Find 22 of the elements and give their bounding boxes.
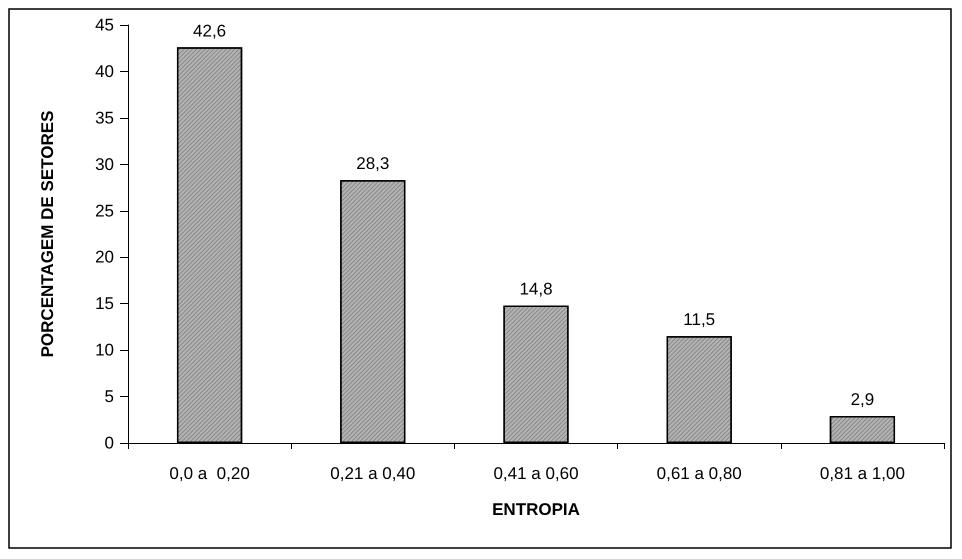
x-tick-label: 0,0 a 0,20 [169, 464, 250, 483]
y-tick-label: 20 [95, 248, 114, 267]
y-tick-label: 30 [95, 154, 114, 174]
data-label: 42,6 [193, 21, 226, 40]
y-tick-label: 25 [95, 201, 114, 220]
y-tick-label: 10 [95, 340, 114, 360]
y-tick-label: 0 [104, 434, 114, 452]
y-tick-label: 40 [95, 62, 114, 81]
y-tick-label: 45 [95, 16, 114, 34]
data-label: 14,8 [519, 280, 553, 299]
x-axis-title: ENTROPIA [492, 500, 580, 519]
data-label: 11,5 [683, 310, 716, 330]
data-label: 2,9 [850, 390, 874, 410]
y-axis-title: PORCENTAGEM DE SETORES [38, 110, 57, 358]
x-tick-label: 0,41 a 0,60 [493, 464, 579, 483]
y-tick-label: 5 [104, 387, 114, 406]
y-tick-label: 15 [95, 294, 114, 314]
data-label: 28,3 [356, 154, 390, 174]
x-tick-label: 0,21 a 0,40 [330, 464, 416, 483]
x-tick-label: 0,81 a 1,00 [820, 464, 905, 483]
y-tick-label: 35 [95, 108, 114, 128]
x-tick-label: 0,61 a 0,80 [656, 464, 742, 483]
